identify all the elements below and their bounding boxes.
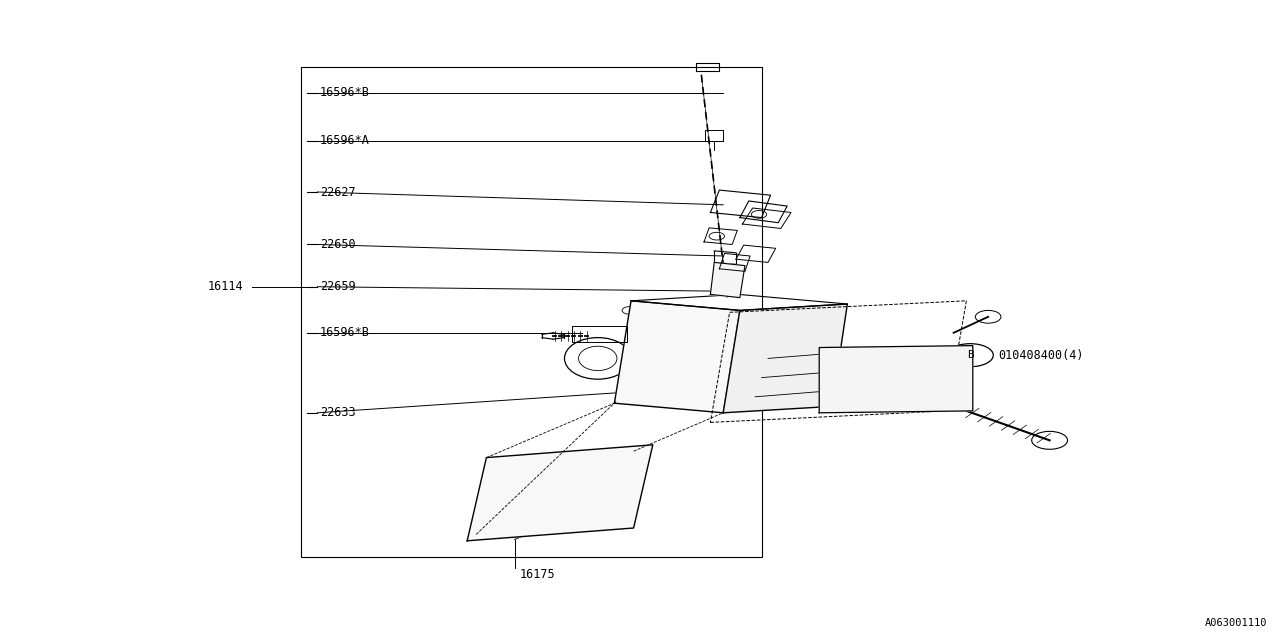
- Polygon shape: [723, 304, 847, 413]
- Text: 16114: 16114: [207, 280, 243, 293]
- Text: 16596*A: 16596*A: [320, 134, 370, 147]
- Polygon shape: [614, 301, 740, 413]
- Text: B: B: [966, 350, 974, 360]
- Text: A063001110: A063001110: [1204, 618, 1267, 628]
- Text: 16596*B: 16596*B: [320, 326, 370, 339]
- Text: 16596*B: 16596*B: [320, 86, 370, 99]
- Text: 16175: 16175: [520, 568, 556, 581]
- Bar: [301, 67, 762, 557]
- Text: 22659: 22659: [320, 280, 356, 293]
- Text: 010408400(4): 010408400(4): [998, 349, 1084, 362]
- Text: 22633: 22633: [320, 406, 356, 419]
- Text: 22627: 22627: [320, 186, 356, 198]
- Polygon shape: [819, 346, 973, 413]
- Polygon shape: [710, 262, 745, 298]
- Polygon shape: [467, 445, 653, 541]
- Text: 22650: 22650: [320, 238, 356, 251]
